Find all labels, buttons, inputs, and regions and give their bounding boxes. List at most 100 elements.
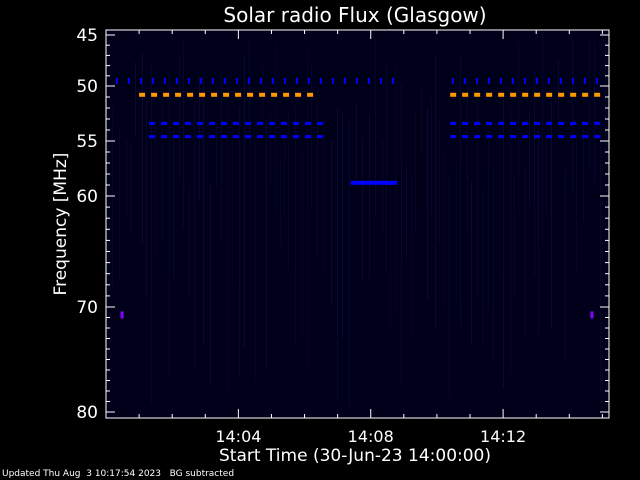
- signal-dash: [474, 135, 481, 139]
- signal-dash: [594, 135, 601, 139]
- noise-streak: [375, 42, 376, 216]
- noise-streak: [600, 118, 601, 395]
- signal-dash: [450, 121, 457, 125]
- y-tick-label: 50: [76, 77, 98, 97]
- signal-dash: [139, 92, 146, 97]
- signal-dash: [498, 135, 505, 139]
- signal-tick: [163, 77, 166, 84]
- signal-dash: [450, 92, 457, 97]
- signal-tick: [139, 77, 142, 84]
- noise-streak: [431, 98, 432, 215]
- signal-dash: [522, 135, 529, 139]
- x-tick-label: 14:08: [348, 427, 394, 446]
- noise-streak: [534, 72, 535, 277]
- signal-dash: [558, 121, 565, 125]
- noise-streak: [162, 90, 163, 241]
- noise-streak: [483, 187, 484, 346]
- signal-dash: [161, 135, 168, 139]
- noise-streak: [493, 166, 494, 362]
- signal-tick: [187, 77, 190, 84]
- noise-streak: [443, 151, 444, 309]
- noise-streak: [288, 110, 289, 269]
- noise-streak: [324, 118, 325, 276]
- noise-streak: [349, 121, 350, 406]
- noise-streak: [356, 104, 357, 183]
- noise-streak: [558, 60, 559, 122]
- signal-dash: [185, 121, 192, 125]
- signal-dash: [462, 135, 469, 139]
- signal-dash: [534, 92, 541, 97]
- signal-dash: [450, 135, 457, 139]
- signal-dash: [307, 92, 314, 97]
- signal-dash: [305, 135, 312, 139]
- signal-dash: [233, 121, 240, 125]
- signal-dash: [281, 135, 288, 139]
- noise-streak: [280, 160, 281, 247]
- x-tick-label: 14:04: [215, 427, 261, 446]
- noise-streak: [119, 128, 120, 279]
- noise-streak: [317, 104, 318, 257]
- signal-tick: [583, 77, 586, 84]
- noise-streak: [108, 112, 109, 305]
- signal-tick: [223, 77, 226, 84]
- signal-dash: [570, 135, 577, 139]
- noise-streak: [439, 119, 440, 244]
- noise-streak: [255, 139, 256, 381]
- signal-dash: [259, 92, 266, 97]
- signal-tick: [235, 77, 238, 84]
- signal-tick: [115, 77, 118, 84]
- noise-streak: [605, 47, 606, 151]
- signal-tick: [547, 77, 550, 84]
- signal-dash: [235, 92, 242, 97]
- y-tick-label: 80: [76, 403, 98, 423]
- signal-dash: [185, 135, 192, 139]
- noise-streak: [146, 101, 147, 297]
- signal-burst: [350, 180, 398, 185]
- noise-streak: [488, 123, 489, 311]
- noise-streak: [194, 104, 195, 369]
- noise-streak: [199, 76, 200, 201]
- signal-dash: [245, 135, 252, 139]
- noise-streak: [337, 107, 338, 401]
- signal-dash: [510, 135, 517, 139]
- noise-streak: [369, 114, 370, 279]
- noise-streak: [342, 113, 343, 339]
- noise-streak: [565, 169, 566, 364]
- noise-streak: [406, 166, 407, 260]
- signal-tick: [151, 77, 154, 84]
- signal-dash: [498, 92, 505, 97]
- signal-spot: [590, 311, 594, 319]
- signal-dash: [594, 121, 601, 125]
- signal-dash: [269, 121, 276, 125]
- noise-streak: [183, 41, 184, 228]
- signal-tick: [175, 77, 178, 84]
- signal-dash: [305, 121, 312, 125]
- signal-dash: [187, 92, 194, 97]
- noise-streak: [435, 54, 436, 329]
- noise-streak: [189, 186, 190, 300]
- noise-streak: [525, 164, 526, 338]
- signal-tick: [343, 77, 346, 84]
- noise-streak: [551, 103, 552, 328]
- signal-tick: [295, 77, 298, 84]
- signal-dash: [582, 92, 589, 97]
- signal-tick: [307, 77, 310, 84]
- signal-dash: [221, 121, 228, 125]
- x-axis-label: Start Time (30-Jun-23 14:00:00): [219, 446, 491, 466]
- noise-streak: [456, 162, 457, 299]
- noise-streak: [542, 34, 543, 247]
- noise-streak: [227, 76, 228, 397]
- noise-streak: [270, 113, 271, 186]
- signal-tick: [259, 77, 262, 84]
- signal-dash: [161, 121, 168, 125]
- signal-dash: [558, 135, 565, 139]
- signal-tick: [559, 77, 562, 84]
- x-tick-label: 14:12: [480, 427, 526, 446]
- signal-dash: [281, 121, 288, 125]
- noise-streak: [415, 111, 416, 231]
- noise-streak: [169, 72, 170, 377]
- noise-streak: [529, 108, 530, 206]
- noise-streak: [221, 68, 222, 239]
- signal-dash: [221, 135, 228, 139]
